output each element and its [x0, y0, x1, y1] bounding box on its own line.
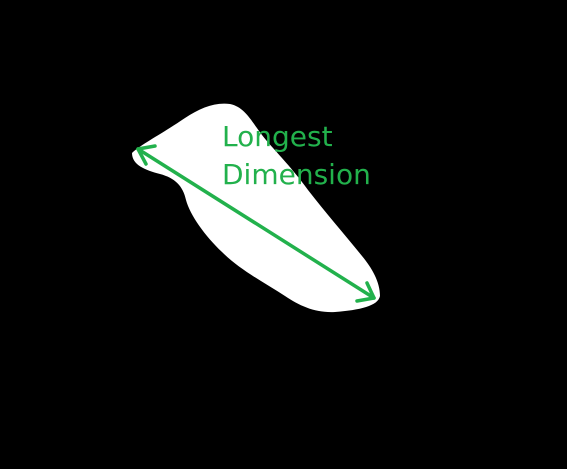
annotation-line-1: Longest	[222, 120, 333, 153]
arrow-head-start	[136, 144, 157, 166]
white-blob-shape	[132, 103, 380, 313]
double-headed-arrow-icon	[136, 144, 376, 303]
annotation-label: Longest Dimension	[222, 118, 371, 194]
arrow-head-end	[355, 281, 376, 303]
annotation-line-2: Dimension	[222, 158, 371, 191]
arrow-shaft	[136, 147, 376, 300]
